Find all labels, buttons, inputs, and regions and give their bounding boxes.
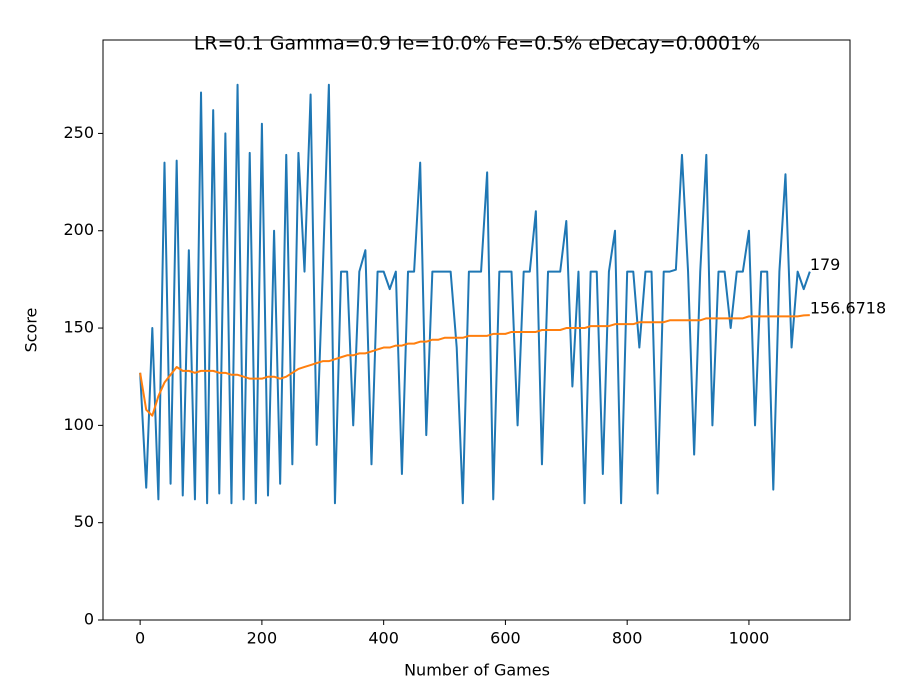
x-tick-label: 800 — [612, 629, 643, 648]
x-tick-label: 600 — [490, 629, 521, 648]
y-tick-label: 150 — [63, 318, 94, 337]
x-tick-label: 400 — [368, 629, 399, 648]
x-tick-label: 200 — [247, 629, 278, 648]
y-axis-label: Score — [22, 308, 41, 353]
y-tick-label: 250 — [63, 123, 94, 142]
series-line — [139, 314, 810, 417]
y-tick-label: 0 — [84, 610, 94, 629]
chart-title: LR=0.1 Gamma=0.9 Ie=10.0% Fe=0.5% eDecay… — [194, 33, 760, 55]
plot-frame — [102, 39, 851, 621]
annotation: 156.6718 — [810, 299, 886, 318]
annotation: 179 — [810, 255, 841, 274]
y-tick-label: 200 — [63, 220, 94, 239]
x-axis-label: Number of Games — [404, 661, 550, 680]
x-tick-label: 0 — [135, 629, 145, 648]
x-tick-label: 1000 — [729, 629, 770, 648]
y-tick-label: 100 — [63, 415, 94, 434]
y-tick-label: 50 — [74, 512, 94, 531]
series-line — [139, 83, 811, 505]
